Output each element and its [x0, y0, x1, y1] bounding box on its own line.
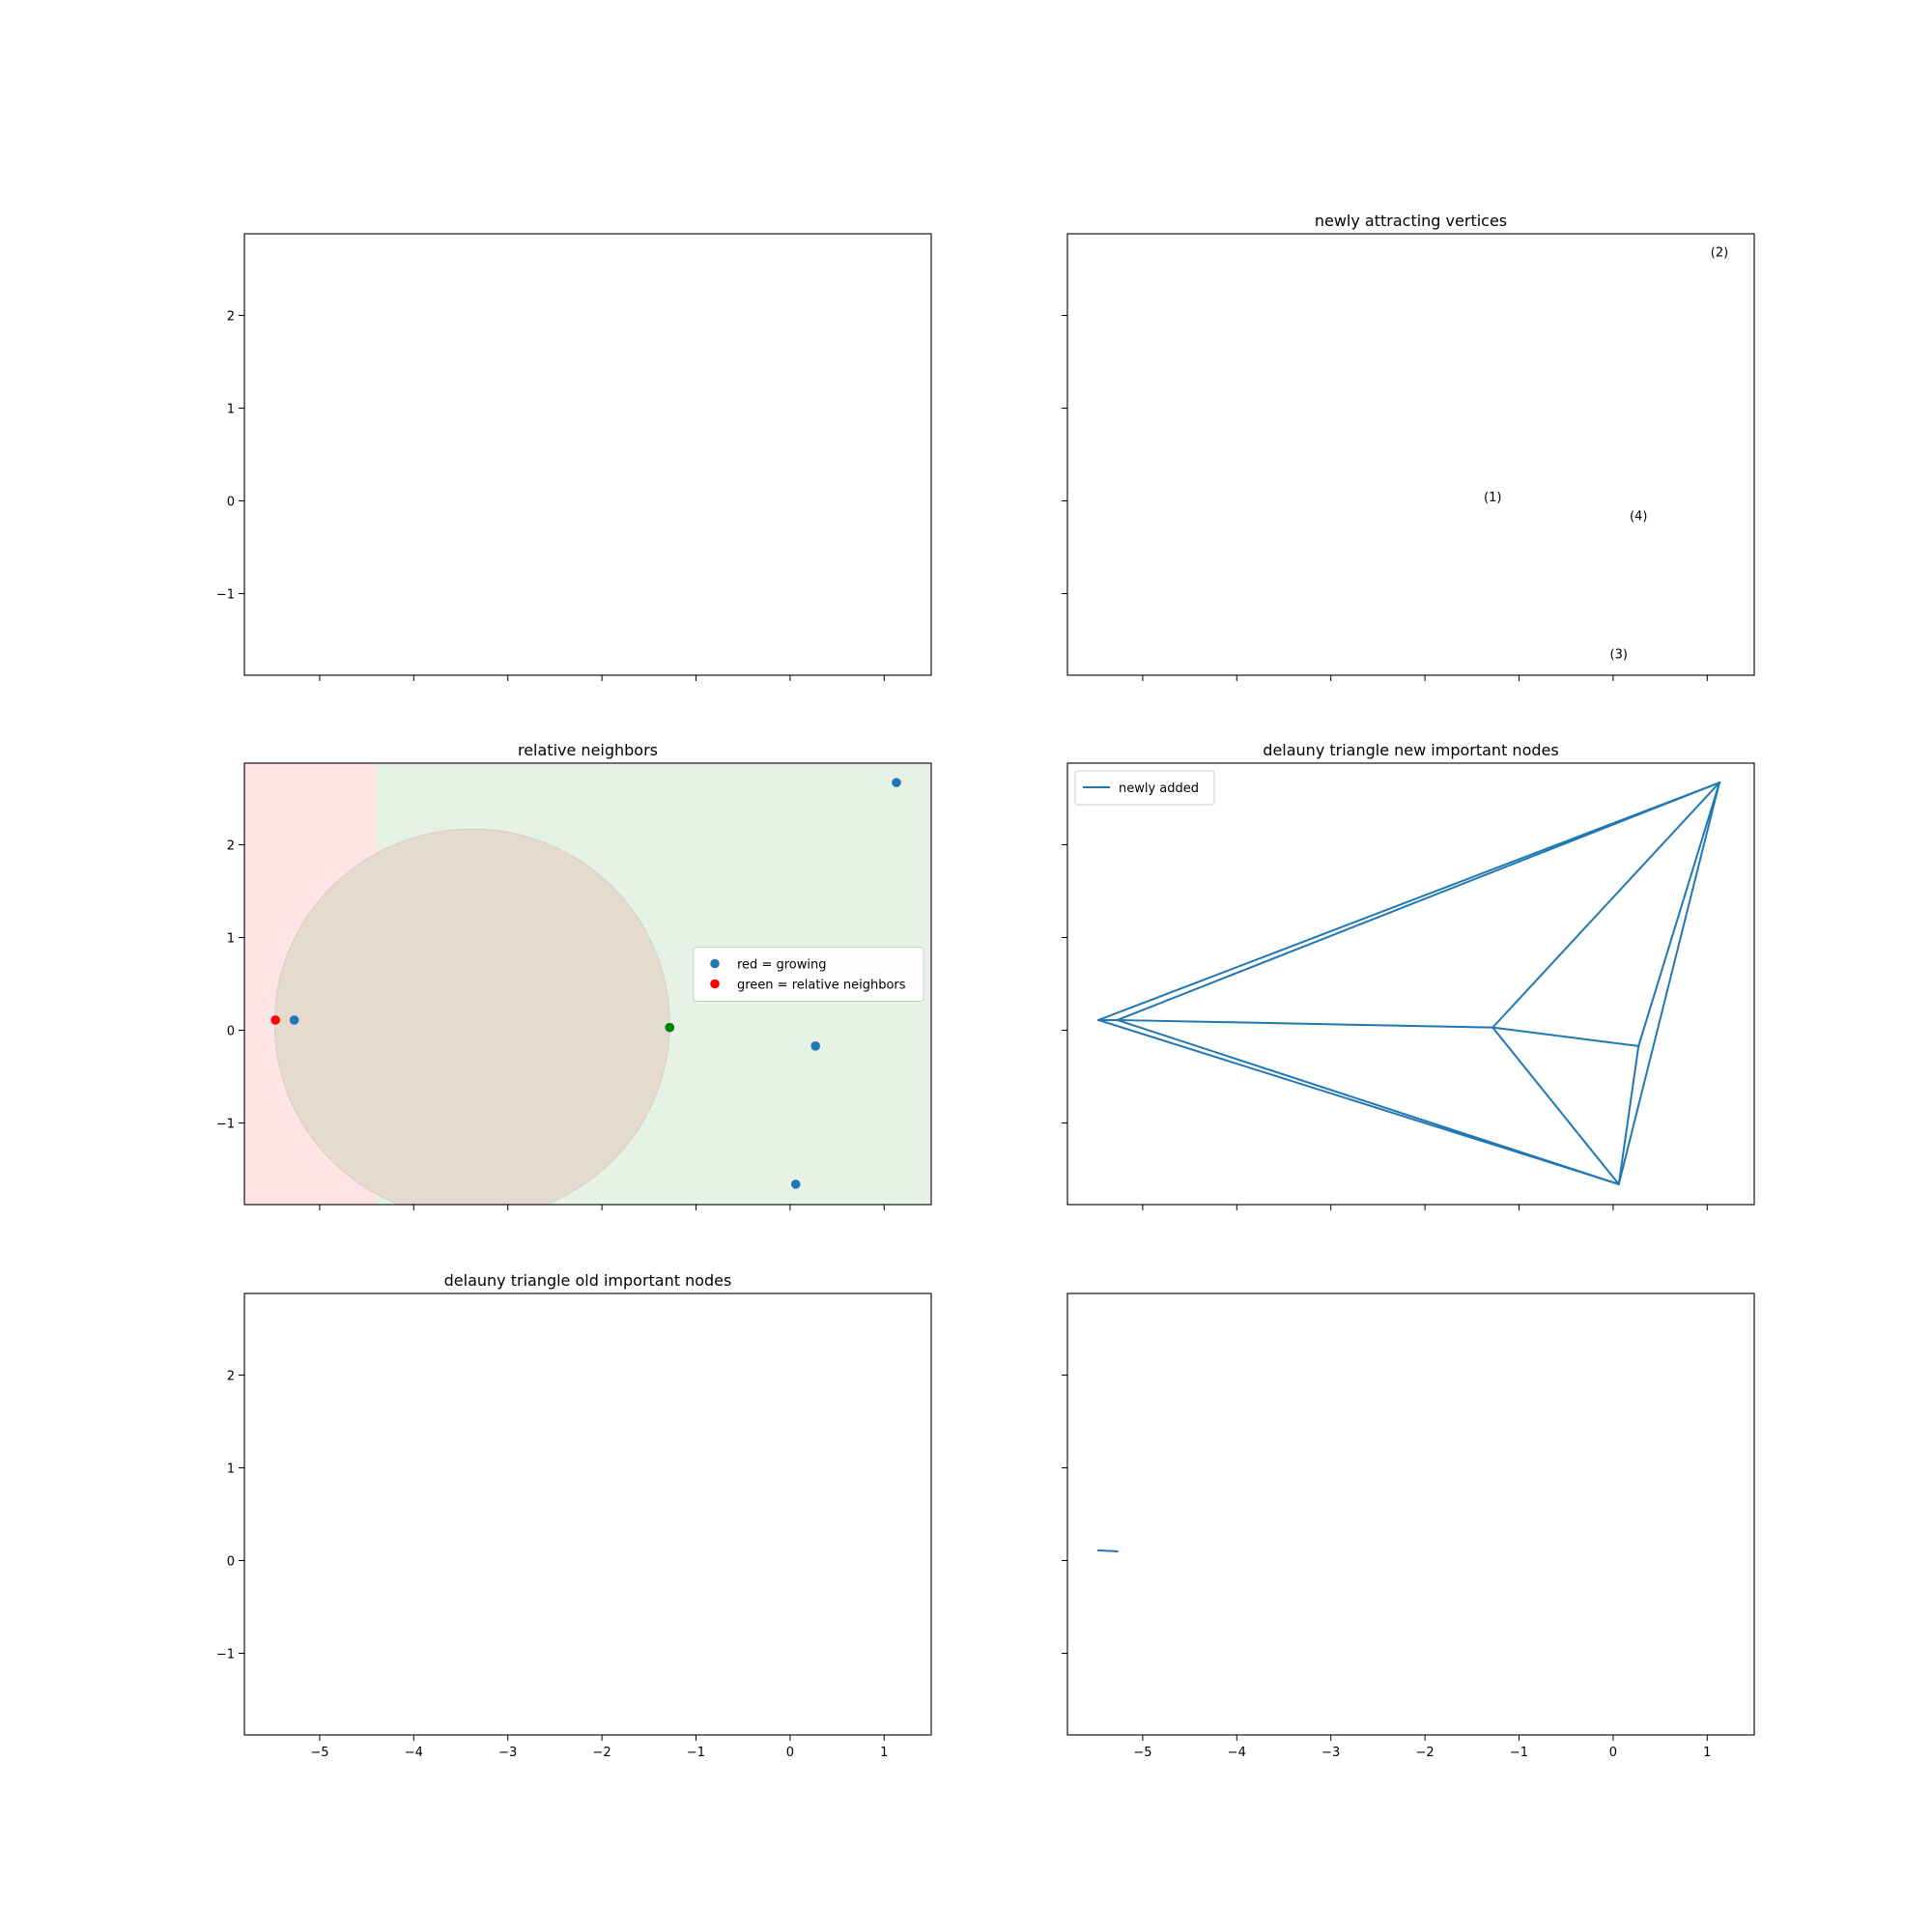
edge-0 [1097, 1548, 1119, 1552]
axes-frame [243, 1293, 932, 1736]
y-tick-label: 0 [227, 496, 235, 510]
x-tick-label: −2 [593, 1746, 611, 1760]
edge-6 [1491, 781, 1721, 1030]
annotation-label: (4) [1630, 509, 1647, 524]
edge-8 [1491, 1026, 1621, 1186]
y-tick-label: 1 [227, 931, 235, 946]
subplot-title: delauny triangle new important nodes [1263, 741, 1558, 759]
edge-5 [1116, 1018, 1494, 1029]
subplot-newly-attracting-vertices: (1) (2) (3) (4) newly attracting vertices [1062, 212, 1755, 681]
subplot-title: newly attracting vertices [1315, 212, 1507, 230]
legend-box [1074, 770, 1215, 806]
plot-area [1097, 1548, 1119, 1552]
y-tick-label: 2 [227, 838, 235, 853]
axes-frame [1066, 762, 1755, 1206]
y-tick-label: 1 [227, 402, 235, 416]
x-tick-label: −2 [1416, 1746, 1435, 1760]
annotation-label: (3) [1610, 647, 1628, 662]
y-tick-label: 2 [227, 1369, 235, 1383]
x-tick-label: 0 [1609, 1746, 1617, 1760]
edge-9 [1636, 781, 1721, 1048]
x-tick-label: −4 [405, 1746, 423, 1760]
legend-label: green = relative neighbors [737, 979, 906, 993]
data-point-0 [289, 1015, 299, 1025]
x-tick-label: −5 [310, 1746, 328, 1760]
legend-label: red = growing [737, 958, 826, 973]
data-point-5 [270, 1015, 280, 1025]
x-tick-label: −1 [1510, 1746, 1528, 1760]
subplot-relative-neighbors: −1 0 1 2 relative neighbors red = growing gree… [216, 741, 932, 1210]
axes-frame [1066, 1293, 1755, 1736]
data-point-6 [665, 1022, 675, 1033]
plot-area [1096, 781, 1721, 1186]
axes-frame [243, 762, 932, 1206]
legend-marker-swatch [710, 979, 720, 989]
subplot-bottom-right: −5 −4 −3 −2 −1 0 1 [1062, 1293, 1755, 1760]
y-tick-label: −1 [216, 1648, 235, 1662]
edge-10 [1617, 1044, 1640, 1186]
x-tick-label: −1 [687, 1746, 705, 1760]
y-tick-label: 0 [227, 1555, 235, 1570]
x-tick-label: 1 [1703, 1746, 1711, 1760]
data-point-2 [892, 778, 901, 787]
data-point-4 [790, 1179, 801, 1189]
edge-4 [1116, 1018, 1621, 1186]
subplot-title: relative neighbors [518, 741, 658, 759]
edge-1 [1116, 781, 1721, 1022]
annotation-label: (2) [1711, 246, 1728, 261]
x-tick-label: −5 [1133, 1746, 1151, 1760]
subplot-empty-top-left: −1 0 1 2 [216, 233, 932, 681]
legend-box [693, 947, 924, 1002]
legend: newly added [1074, 770, 1215, 806]
edge-0 [1096, 781, 1721, 1022]
legend-marker-swatch [710, 958, 720, 969]
neighbor-circle [273, 828, 670, 1205]
annotation-label: (1) [1484, 491, 1501, 505]
subplot-delauny-new: delauny triangle new important nodes newl… [1062, 741, 1755, 1210]
x-tick-label: −4 [1228, 1746, 1246, 1760]
subplot-title: delauny triangle old important nodes [444, 1271, 732, 1290]
x-tick-label: 1 [880, 1746, 888, 1760]
edge-7 [1492, 1026, 1640, 1047]
edge-3 [1096, 1018, 1621, 1186]
y-tick-label: −1 [216, 1118, 235, 1132]
axes-frame [243, 233, 932, 676]
edge-11 [1617, 781, 1721, 1186]
y-tick-label: 0 [227, 1025, 235, 1039]
legend: red = growing green = relative neighbors [693, 947, 924, 1002]
y-tick-label: −1 [216, 588, 235, 603]
plot-area: (1) (2) (3) (4) [1484, 246, 1728, 663]
y-tick-label: 2 [227, 309, 235, 324]
subplot-delauny-old: −5 −4 −3 −2 −1 0 1 −1 0 1 2 delauny triangle old im… [216, 1271, 932, 1760]
axes-frame [1066, 233, 1755, 676]
x-tick-label: 0 [786, 1746, 794, 1760]
y-tick-label: 1 [227, 1462, 235, 1476]
legend-label: newly added [1119, 781, 1199, 796]
x-tick-label: −3 [1321, 1746, 1340, 1760]
data-point-3 [810, 1041, 821, 1051]
x-tick-label: −3 [498, 1746, 517, 1760]
